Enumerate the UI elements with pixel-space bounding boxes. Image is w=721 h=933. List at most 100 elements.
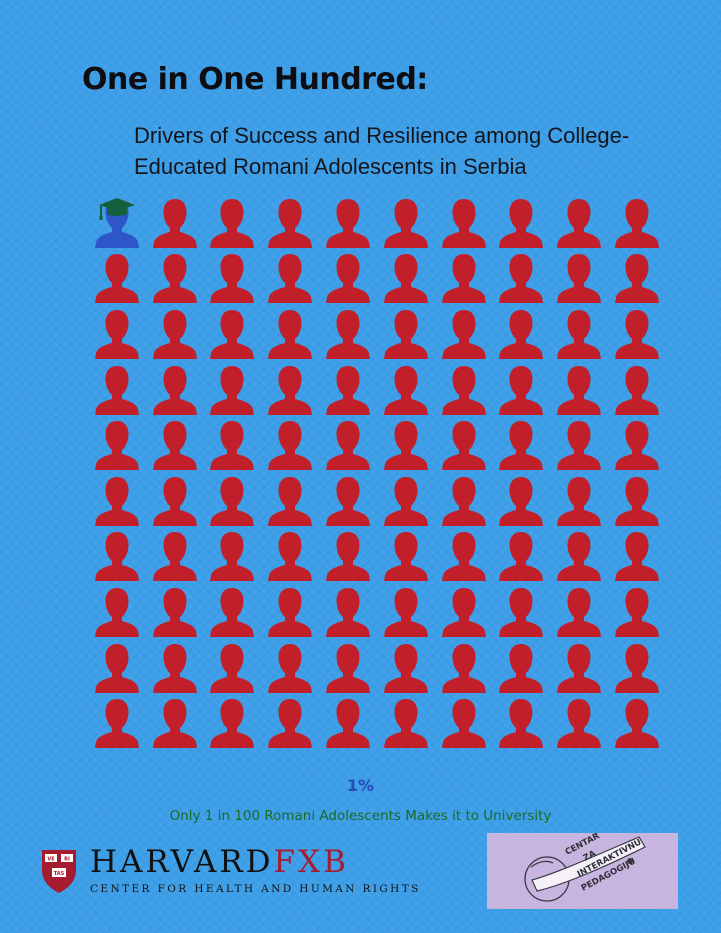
person-icon <box>268 421 313 471</box>
person <box>319 473 377 529</box>
person <box>550 362 608 418</box>
person-icon <box>210 254 255 304</box>
person <box>550 195 608 251</box>
person-icon <box>615 699 660 749</box>
person-icon <box>94 421 139 471</box>
person-icon <box>326 421 371 471</box>
person <box>377 417 435 473</box>
person-icon <box>210 365 255 415</box>
person <box>204 417 262 473</box>
person <box>493 695 551 751</box>
person <box>377 640 435 696</box>
person <box>608 584 666 640</box>
person <box>493 251 551 307</box>
person-icon <box>615 309 660 359</box>
person-icon <box>557 587 602 637</box>
person-icon <box>383 643 428 693</box>
person <box>261 473 319 529</box>
person <box>261 362 319 418</box>
person <box>88 306 146 362</box>
person-icon <box>441 699 486 749</box>
person <box>435 417 493 473</box>
person <box>146 695 204 751</box>
person <box>493 306 551 362</box>
person <box>493 584 551 640</box>
person-icon <box>94 587 139 637</box>
person <box>435 695 493 751</box>
person-icon <box>268 365 313 415</box>
person-icon <box>383 699 428 749</box>
person-icon <box>557 309 602 359</box>
person <box>435 529 493 585</box>
person-icon <box>383 421 428 471</box>
person-icon <box>326 309 371 359</box>
person <box>377 251 435 307</box>
person <box>550 640 608 696</box>
person <box>261 306 319 362</box>
person-icon <box>615 421 660 471</box>
person <box>88 529 146 585</box>
person <box>88 695 146 751</box>
person <box>377 529 435 585</box>
person <box>319 695 377 751</box>
person-icon <box>557 643 602 693</box>
person-icon <box>441 365 486 415</box>
person <box>435 362 493 418</box>
person <box>550 473 608 529</box>
person-icon <box>326 699 371 749</box>
person-icon <box>326 643 371 693</box>
person-icon <box>210 476 255 526</box>
person-icon <box>499 476 544 526</box>
person-icon <box>499 421 544 471</box>
person-icon <box>152 532 197 582</box>
person-icon <box>94 365 139 415</box>
harvard-shield-icon: VE RI TAS <box>42 850 76 893</box>
person <box>377 306 435 362</box>
person-icon <box>615 198 660 248</box>
person-icon <box>615 476 660 526</box>
harvard-wordmark: HARVARD <box>90 844 274 880</box>
person <box>146 473 204 529</box>
person-icon <box>499 532 544 582</box>
cip-emblem-icon: CENTAR ZA INTERAKTIVNU PEDAGOGIJU <box>524 833 646 902</box>
person-icon <box>152 254 197 304</box>
person <box>88 473 146 529</box>
person-icon <box>268 699 313 749</box>
person <box>493 195 551 251</box>
person-icon <box>94 643 139 693</box>
person-icon <box>557 532 602 582</box>
person <box>146 306 204 362</box>
person <box>146 195 204 251</box>
person <box>261 251 319 307</box>
person <box>146 640 204 696</box>
person <box>319 251 377 307</box>
page-subtitle: Drivers of Success and Resilience among … <box>134 123 630 179</box>
person-icon <box>152 699 197 749</box>
person <box>493 473 551 529</box>
person <box>204 251 262 307</box>
person-icon <box>557 365 602 415</box>
cip-logo: CENTAR ZA INTERAKTIVNU PEDAGOGIJU <box>487 833 678 909</box>
shield-text-tas: TAS <box>54 871 65 877</box>
person <box>608 195 666 251</box>
person-icon <box>210 532 255 582</box>
person-icon <box>499 699 544 749</box>
person <box>435 640 493 696</box>
person-icon <box>441 421 486 471</box>
person <box>88 417 146 473</box>
person <box>377 473 435 529</box>
person-icon <box>152 309 197 359</box>
person-icon <box>326 476 371 526</box>
person-icon <box>615 254 660 304</box>
person <box>146 362 204 418</box>
person <box>88 251 146 307</box>
person <box>204 640 262 696</box>
person <box>204 195 262 251</box>
person-icon <box>210 643 255 693</box>
person-icon <box>152 365 197 415</box>
person-icon <box>615 532 660 582</box>
person-icon <box>152 421 197 471</box>
person <box>435 473 493 529</box>
shield-text-ve: VE <box>47 857 55 863</box>
person <box>261 695 319 751</box>
